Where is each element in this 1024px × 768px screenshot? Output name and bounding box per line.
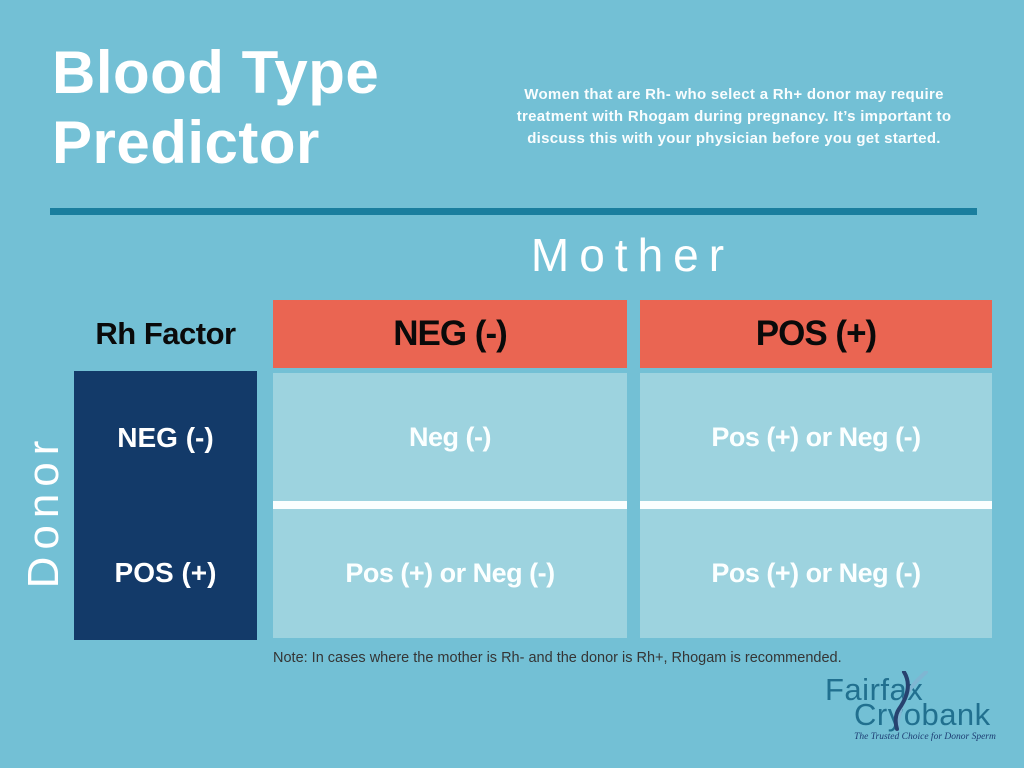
- page-title-line1: Blood Type: [52, 39, 380, 106]
- dna-helix-icon: [893, 671, 928, 731]
- mother-col-header-neg: NEG (-): [273, 300, 627, 368]
- logo-tagline: The Trusted Choice for Donor Sperm: [854, 732, 996, 742]
- result-cell-pospos: Pos (+) or Neg (-): [640, 509, 992, 638]
- logo-cryobank-text: Cryobank: [854, 697, 991, 732]
- donor-axis-label: Donor: [19, 433, 68, 589]
- page-title: Blood Type Predictor: [52, 38, 379, 178]
- result-cell-negpos: Pos (+) or Neg (-): [640, 373, 992, 501]
- mother-col-header-pos: POS (+): [640, 300, 992, 368]
- mother-axis-label: Mother: [530, 229, 735, 281]
- row-divider-right: [640, 501, 992, 509]
- footnote: Note: In cases where the mother is Rh- a…: [273, 650, 842, 666]
- horizontal-divider: [50, 208, 977, 215]
- donor-row-header-neg: NEG (-): [117, 422, 214, 454]
- donor-row-header-pos: POS (+): [114, 556, 217, 588]
- page-title-line2: Predictor: [52, 109, 320, 176]
- intro-text: Women that are Rh- who select a Rh+ dono…: [516, 86, 952, 147]
- result-cell-negneg: Neg (-): [273, 373, 627, 501]
- rh-factor-label: Rh Factor: [95, 316, 236, 351]
- result-cell-posneg: Pos (+) or Neg (-): [273, 509, 627, 638]
- row-divider-left: [273, 501, 627, 509]
- fairfax-cryobank-logo: Fairfax Cryobank The Trusted Choice for …: [820, 668, 1010, 750]
- donor-row-header-box: NEG (-) POS (+): [74, 371, 257, 640]
